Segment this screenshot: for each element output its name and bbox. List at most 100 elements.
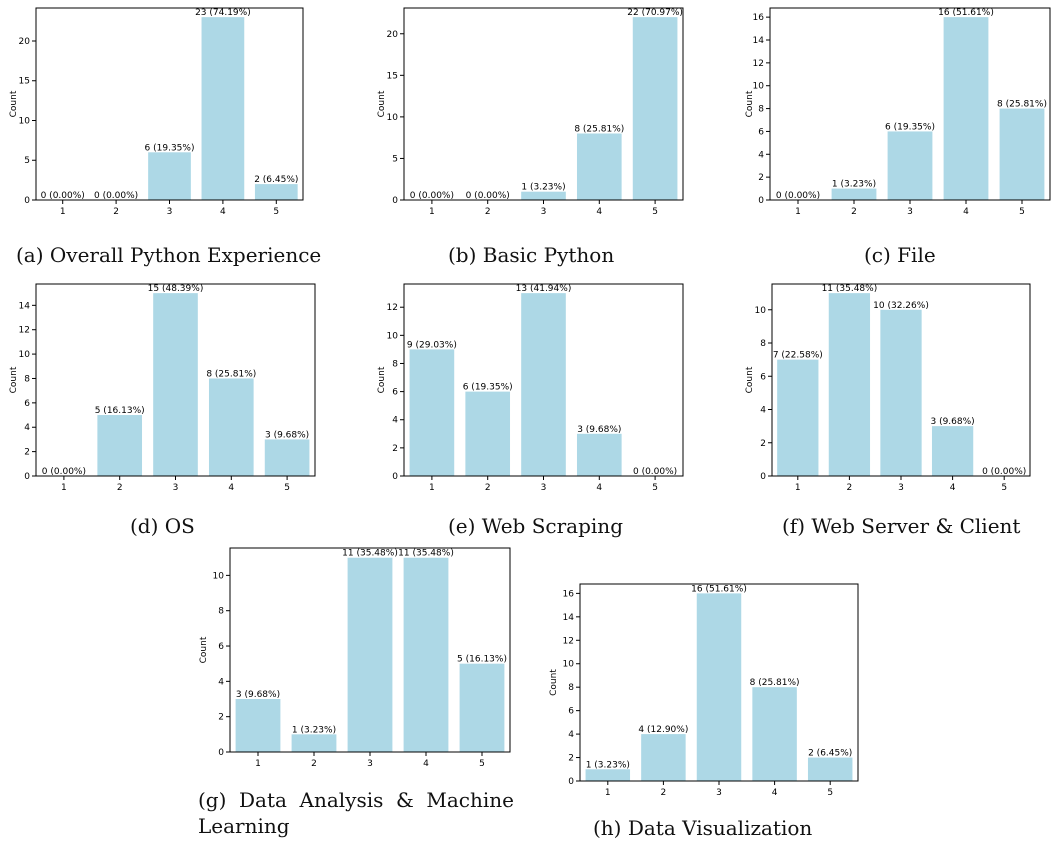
x-tick-label: 1 (60, 207, 66, 217)
y-tick-label: 16 (753, 13, 765, 23)
bar (807, 757, 853, 781)
x-tick-label: 4 (423, 759, 429, 769)
bar-value-label: 4 (12.90%) (638, 725, 688, 735)
chart-panel-os: 0 (0.00%) 5 (16.13%) 15 (48.39%) 8 (25.81%)… (0, 276, 340, 546)
y-axis-label: Count (745, 90, 755, 117)
caption-data-analysis-ml: (g) Data Analysis & Machine Learning (198, 788, 514, 838)
chart-panel-basic-python: 0 (0.00%) 0 (0.00%) 1 (3.23%) 8 (25.81%) 22 … (368, 0, 708, 275)
y-tick-label: 20 (387, 30, 399, 40)
caption-basic-python: (b) Basic Python (448, 243, 615, 267)
x-tick-label: 3 (167, 207, 173, 217)
bar (465, 391, 511, 476)
y-tick-label: 6 (392, 388, 398, 398)
chart-panel-file: 0 (0.00%) 1 (3.23%) 6 (19.35%) 16 (51.61%) 8… (736, 0, 1054, 275)
y-tick-label: 10 (387, 331, 399, 341)
x-tick-label: 3 (898, 483, 904, 493)
y-tick-label: 0 (24, 472, 30, 482)
y-tick-label: 0 (758, 196, 764, 206)
y-tick-label: 6 (760, 372, 766, 382)
y-tick-label: 10 (19, 116, 31, 126)
y-tick-label: 8 (218, 607, 224, 617)
y-axis-label: Count (549, 669, 559, 696)
bar (235, 699, 281, 752)
bar-chart-web-scraping: 9 (29.03%) 6 (19.35%) 13 (41.94%) 3 (9.68%)… (377, 283, 684, 493)
y-tick-label: 0 (568, 777, 574, 787)
y-tick-label: 12 (563, 636, 574, 646)
bar-value-label: 11 (35.48%) (342, 549, 398, 559)
bar-value-label: 0 (0.00%) (982, 467, 1026, 477)
bar-value-label: 5 (16.13%) (457, 655, 507, 665)
bar-chart-data-analysis-ml: 3 (9.68%) 1 (3.23%) 11 (35.48%) 11 (35.48%)… (199, 547, 511, 769)
y-axis-label: Count (377, 90, 387, 117)
x-tick-label: 1 (61, 483, 67, 493)
y-tick-label: 0 (24, 196, 30, 206)
x-tick-label: 2 (661, 788, 667, 798)
caption-web-server-client: (f) Web Server & Client (782, 514, 1021, 538)
bar (409, 349, 455, 476)
x-tick-label: 5 (284, 483, 290, 493)
bar (521, 191, 566, 200)
x-tick-label: 4 (963, 207, 969, 217)
bar-value-label: 3 (9.68%) (236, 690, 280, 700)
bar (403, 557, 449, 752)
x-tick-label: 2 (311, 759, 317, 769)
bar-value-label: 5 (16.13%) (95, 406, 145, 416)
bar-value-label: 3 (9.68%) (577, 425, 621, 435)
y-tick-label: 6 (24, 399, 30, 409)
bar (201, 17, 245, 201)
y-tick-label: 2 (758, 173, 764, 183)
bar (254, 184, 298, 200)
y-tick-label: 4 (758, 150, 764, 160)
bar-value-label: 1 (3.23%) (521, 183, 565, 193)
y-axis-label: Count (745, 366, 755, 393)
y-tick-label: 5 (392, 154, 398, 164)
bar (576, 433, 622, 476)
x-tick-label: 2 (117, 483, 123, 493)
y-tick-label: 5 (24, 156, 30, 166)
bar-chart-basic-python: 0 (0.00%) 0 (0.00%) 1 (3.23%) 8 (25.81%) 22 … (377, 7, 684, 217)
x-tick-label: 2 (485, 483, 491, 493)
bar-value-label: 0 (0.00%) (633, 467, 677, 477)
bar (521, 293, 566, 476)
y-tick-label: 14 (19, 301, 31, 311)
bar-chart-os: 0 (0.00%) 5 (16.13%) 15 (48.39%) 8 (25.81%)… (9, 283, 316, 493)
bar (264, 439, 310, 476)
bar (576, 133, 622, 200)
bar-value-label: 8 (25.81%) (574, 125, 624, 135)
y-tick-label: 12 (387, 303, 398, 313)
bar-value-label: 11 (35.48%) (398, 549, 454, 559)
caption-os: (d) OS (130, 514, 195, 538)
bar-value-label: 11 (35.48%) (822, 284, 878, 294)
bar-value-label: 1 (3.23%) (292, 725, 336, 735)
bar (828, 293, 871, 476)
bar (291, 734, 337, 752)
bar-value-label: 16 (51.61%) (691, 584, 747, 594)
bar-value-label: 7 (22.58%) (773, 351, 823, 361)
y-tick-label: 2 (392, 444, 398, 454)
y-tick-label: 8 (24, 374, 30, 384)
y-tick-label: 10 (213, 571, 225, 581)
bar-value-label: 8 (25.81%) (997, 100, 1047, 110)
y-tick-label: 15 (19, 77, 30, 87)
y-tick-label: 4 (392, 416, 398, 426)
bar-value-label: 0 (0.00%) (410, 191, 454, 201)
y-axis-label: Count (9, 366, 19, 393)
y-tick-label: 4 (568, 730, 574, 740)
bar-value-label: 10 (32.26%) (873, 301, 929, 311)
x-tick-label: 4 (228, 483, 234, 493)
bar-value-label: 2 (6.45%) (254, 175, 298, 185)
bar-value-label: 3 (9.68%) (930, 417, 974, 427)
bar (632, 17, 678, 201)
y-tick-label: 12 (19, 326, 30, 336)
chart-panel-overall-python: 0 (0.00%) 0 (0.00%) 6 (19.35%) 23 (74.19%) 2… (0, 0, 340, 275)
y-tick-label: 4 (760, 406, 766, 416)
bar-value-label: 15 (48.39%) (148, 284, 204, 294)
x-tick-label: 2 (485, 207, 491, 217)
x-tick-label: 1 (429, 207, 435, 217)
x-tick-label: 4 (596, 207, 602, 217)
x-tick-label: 3 (716, 788, 722, 798)
bar-value-label: 0 (0.00%) (94, 191, 138, 201)
x-tick-label: 4 (950, 483, 956, 493)
chart-panel-web-server-client: 7 (22.58%) 11 (35.48%) 10 (32.26%) 3 (9.68%… (736, 276, 1054, 546)
